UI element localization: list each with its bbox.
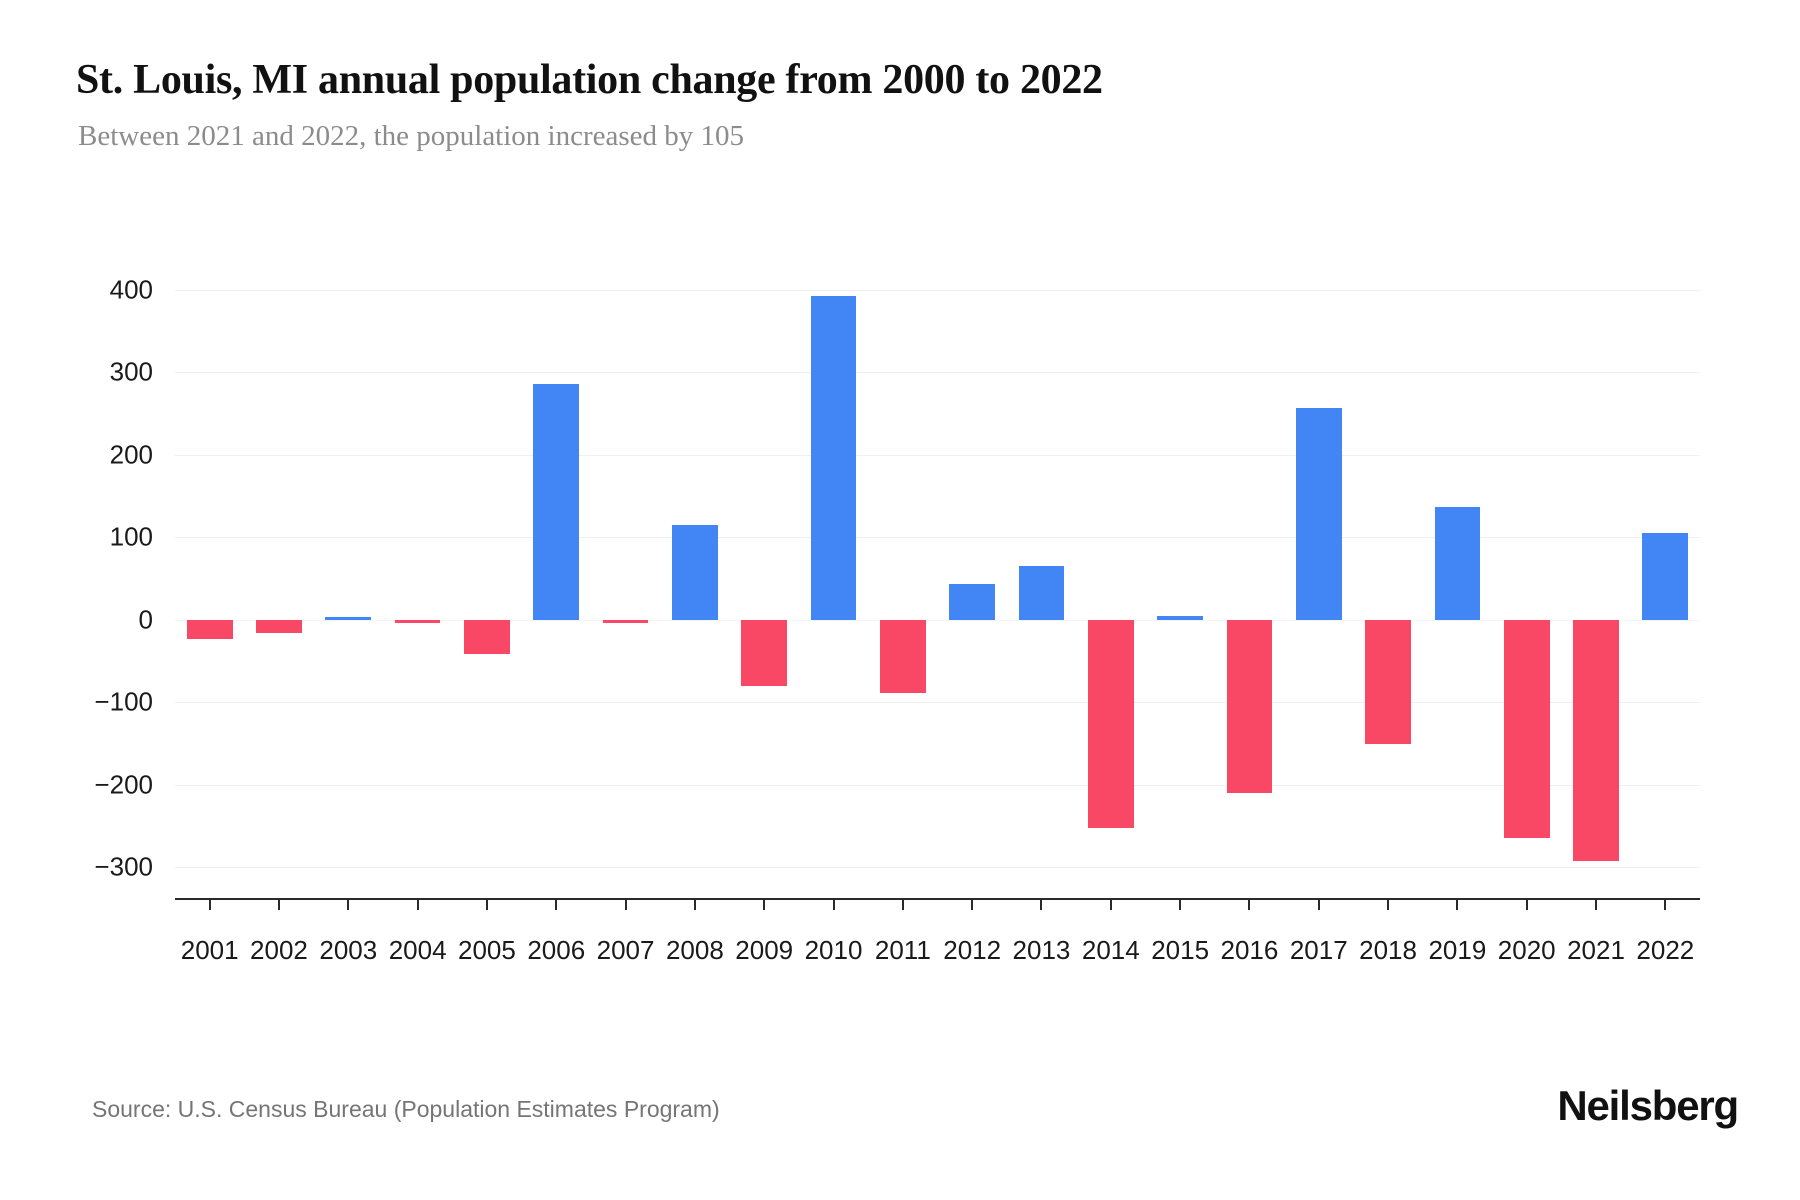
bar-2013[interactable]	[1018, 565, 1065, 620]
x-axis-tick	[277, 900, 280, 910]
bar-2003[interactable]	[325, 616, 372, 620]
x-axis-tick	[485, 900, 488, 910]
x-axis-tick-label: 2006	[527, 935, 586, 965]
x-axis-tick-label: 2005	[458, 935, 516, 965]
bar-2001[interactable]	[186, 619, 233, 640]
x-axis-tick	[763, 900, 766, 910]
plot-area: 400 300 200 100 0 −100 −200 −300 2001 2002 2003 20…	[94, 240, 1700, 965]
gridline	[175, 289, 1700, 291]
x-axis-tick-label: 2013	[1012, 935, 1071, 965]
bar-2008[interactable]	[672, 524, 718, 620]
bar-2005[interactable]	[464, 619, 510, 655]
x-axis-tick-label: 2019	[1428, 935, 1487, 965]
y-axis-tick-label: 300	[109, 356, 153, 387]
x-axis-tick-label: 2014	[1081, 935, 1140, 965]
x-axis-tick	[555, 900, 558, 910]
bar-2004[interactable]	[394, 619, 441, 623]
source-note: Source: U.S. Census Bureau (Population E…	[92, 1096, 720, 1122]
y-axis-tick-label: −300	[94, 851, 153, 882]
x-axis-tick-label: 2002	[250, 935, 308, 965]
bar-2021[interactable]	[1573, 619, 1619, 861]
x-axis-tick	[971, 900, 974, 910]
x-axis-tick	[1595, 900, 1598, 910]
x-axis-tick	[832, 900, 835, 910]
gridline	[175, 784, 1700, 786]
x-axis-tick	[901, 900, 904, 910]
x-axis-tick	[1317, 900, 1320, 910]
x-axis-tick	[1664, 900, 1667, 910]
y-axis-tick-label: 0	[138, 604, 153, 635]
bar-2020[interactable]	[1503, 619, 1550, 839]
bar-2016[interactable]	[1226, 619, 1273, 793]
bar-2010[interactable]	[810, 296, 857, 620]
x-axis-tick-label: 2010	[804, 935, 863, 965]
bar-2019[interactable]	[1434, 506, 1481, 620]
x-axis-tick	[1387, 900, 1390, 910]
gridline	[175, 702, 1700, 704]
y-axis-tick-label: 400	[109, 274, 153, 304]
bar-2022[interactable]	[1642, 532, 1689, 620]
x-axis-tick	[208, 900, 211, 910]
x-axis-line	[175, 898, 1700, 900]
x-axis-tick	[1179, 900, 1182, 910]
y-axis-tick-label: 100	[109, 521, 153, 552]
bar-2018[interactable]	[1365, 619, 1411, 745]
bar-2009[interactable]	[741, 619, 788, 687]
bar-2006[interactable]	[533, 384, 580, 620]
bar-2014[interactable]	[1087, 619, 1134, 828]
x-axis-tick-label: 2007	[596, 935, 655, 965]
x-axis-tick-label: 2021	[1567, 935, 1625, 965]
x-axis-tick-label: 2016	[1220, 935, 1279, 965]
x-axis-tick-label: 2008	[665, 935, 724, 965]
x-axis-tick	[1248, 900, 1251, 910]
x-axis-tick-label: 2020	[1497, 935, 1556, 965]
x-axis-tick	[416, 900, 419, 910]
x-axis-tick	[1109, 900, 1112, 910]
bar-2002[interactable]	[256, 619, 302, 633]
page-title: St. Louis, MI annual population change f…	[76, 57, 1103, 103]
x-axis-tick	[347, 900, 350, 910]
y-axis-tick-label: −100	[94, 686, 153, 717]
x-axis-tick-label: 2011	[874, 935, 931, 965]
x-axis-tick-label: 2004	[388, 935, 447, 965]
x-axis-tick-label: 2003	[319, 935, 378, 965]
x-axis-tick	[1040, 900, 1043, 910]
x-axis-tick-label: 2018	[1359, 935, 1417, 965]
x-axis-tick-label: 2009	[735, 935, 794, 965]
gridline	[175, 619, 1700, 621]
gridline	[175, 537, 1700, 539]
bar-2015[interactable]	[1157, 616, 1203, 620]
brand-logo: Neilsberg	[1557, 1082, 1739, 1129]
bar-series	[175, 240, 1700, 900]
x-axis-tick-label: 2017	[1289, 935, 1348, 965]
x-axis-tick-label: 2001	[180, 935, 239, 965]
y-axis-tick-label: 200	[109, 439, 153, 470]
x-axis-tick	[1525, 900, 1528, 910]
x-axis-tick-label: 2022	[1636, 935, 1695, 965]
x-axis-tick	[1456, 900, 1459, 910]
bar-2012[interactable]	[949, 584, 996, 620]
gridline	[175, 867, 1700, 869]
x-axis-tick-label: 2015	[1151, 935, 1210, 965]
x-axis-tick	[693, 900, 696, 910]
bar-2017[interactable]	[1295, 407, 1342, 620]
gridline	[175, 372, 1700, 374]
bar-2011[interactable]	[879, 619, 926, 694]
page-subtitle: Between 2021 and 2022, the population in…	[78, 120, 745, 152]
gridline	[175, 454, 1700, 456]
y-axis-tick-label: −200	[94, 769, 153, 800]
bar-2007[interactable]	[602, 619, 649, 623]
x-axis-tick-label: 2012	[943, 935, 1002, 965]
x-axis-tick	[624, 900, 627, 910]
